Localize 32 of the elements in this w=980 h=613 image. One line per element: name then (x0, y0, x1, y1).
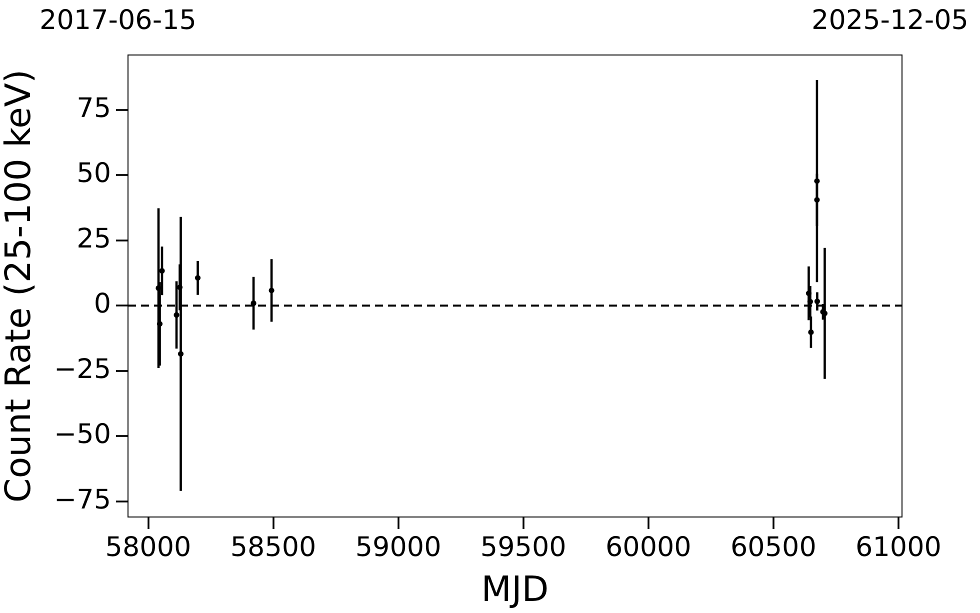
x-tick-label: 58500 (230, 532, 316, 564)
point (807, 298, 814, 304)
point (159, 268, 165, 274)
point (194, 275, 201, 281)
y-tick-label: −75 (54, 484, 111, 516)
y-tick-label: 50 (76, 158, 111, 190)
text: 2025-12-05 (812, 5, 968, 36)
point (156, 285, 162, 291)
point (174, 312, 180, 318)
x-tick-label: 61000 (856, 532, 942, 564)
point (814, 197, 820, 203)
point (806, 290, 812, 296)
point (814, 298, 820, 304)
point (178, 351, 184, 357)
y-tick-label: 0 (94, 288, 111, 320)
text: 2017-06-15 (40, 5, 196, 36)
x-tick-label: 58000 (105, 532, 192, 564)
x-tick-label: 59500 (480, 532, 566, 564)
x-axis-title: MJD (481, 570, 549, 610)
y-tick-label: −50 (54, 419, 111, 450)
x-tick-label: 60500 (730, 532, 816, 564)
y-tick-label: −25 (54, 354, 111, 385)
point (250, 300, 256, 306)
y-tick-label: 75 (76, 92, 111, 124)
x-tick-label: 60000 (605, 532, 692, 564)
y-tick-label: 25 (76, 223, 111, 254)
x-tick-label: 59000 (355, 532, 442, 564)
point (268, 288, 274, 294)
point (814, 178, 820, 184)
y-axis-title: Count Rate (25-100 keV) (0, 69, 40, 503)
point (156, 321, 163, 327)
point (808, 329, 814, 335)
